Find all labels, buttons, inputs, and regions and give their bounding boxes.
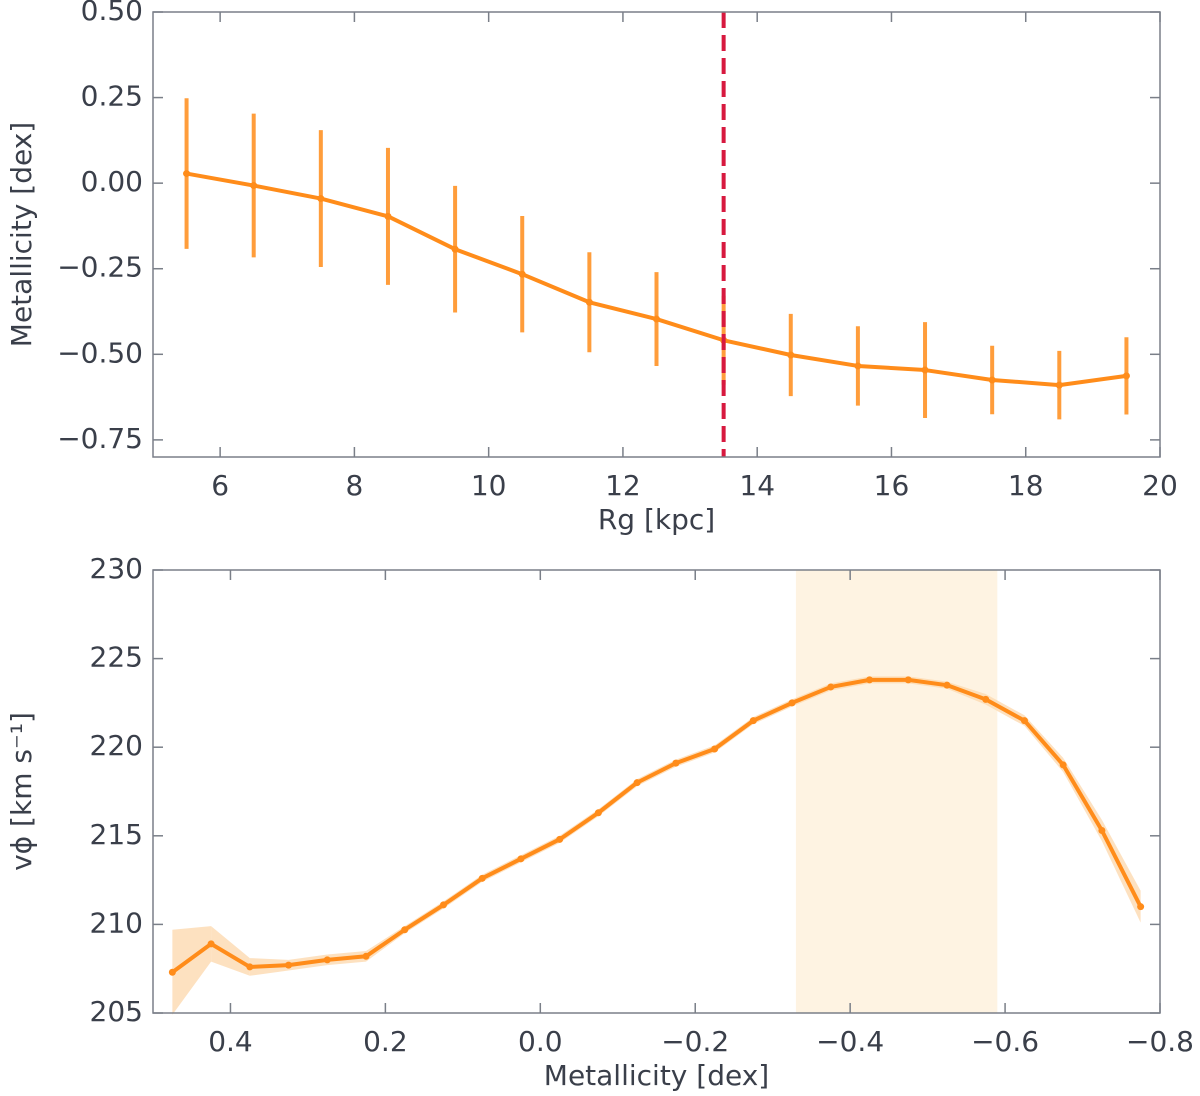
data-point xyxy=(866,676,874,684)
x-tick-label: 8 xyxy=(345,469,363,502)
y-tick-label: 205 xyxy=(90,995,143,1028)
y-tick-label: 230 xyxy=(90,552,143,585)
data-point xyxy=(921,366,929,374)
error-band xyxy=(172,926,212,1015)
data-point xyxy=(988,376,996,384)
data-point xyxy=(854,362,862,370)
data-point xyxy=(207,940,215,948)
data-point xyxy=(384,212,392,220)
data-point xyxy=(653,315,660,323)
data-point xyxy=(250,182,258,190)
x-axis-label: Metallicity [dex] xyxy=(544,1059,769,1092)
data-point xyxy=(1059,761,1067,769)
y-tick-label: 0.25 xyxy=(81,80,143,113)
data-point xyxy=(672,759,680,767)
data-point xyxy=(633,779,641,787)
y-axis-label: Metallicity [dex] xyxy=(5,122,38,347)
x-tick-label: 10 xyxy=(471,469,507,502)
data-point xyxy=(1055,381,1063,389)
data-point xyxy=(827,683,835,691)
data-point xyxy=(982,695,990,703)
y-tick-label: 0.50 xyxy=(81,0,143,27)
x-axis-label: Rg [kpc] xyxy=(598,503,715,536)
x-tick-label: 14 xyxy=(739,469,775,502)
x-tick-label: 0.4 xyxy=(208,1025,253,1058)
x-tick-label: 12 xyxy=(605,469,641,502)
data-point xyxy=(517,855,525,863)
data-point xyxy=(518,270,526,278)
data-point xyxy=(451,245,459,253)
x-tick-label: 18 xyxy=(1008,469,1044,502)
data-line xyxy=(171,677,1143,974)
data-point xyxy=(478,874,486,882)
x-tick-label: −0.8 xyxy=(1126,1025,1194,1058)
x-tick-label: 16 xyxy=(874,469,910,502)
data-point xyxy=(246,963,254,971)
y-tick-label: −0.75 xyxy=(57,422,143,455)
y-tick-label: 225 xyxy=(90,641,143,674)
y-tick-label: −0.25 xyxy=(57,251,143,284)
data-point xyxy=(585,298,593,306)
y-tick-label: 220 xyxy=(90,729,143,762)
data-point xyxy=(594,809,602,817)
y-axis-label: vϕ [km s⁻¹] xyxy=(5,712,38,871)
y-tick-label: 215 xyxy=(90,818,143,851)
data-point xyxy=(749,717,757,725)
y-tick-label: 210 xyxy=(90,906,143,939)
axes-frame xyxy=(152,11,1161,458)
axes-frame xyxy=(152,569,1161,1014)
x-tick-label: 0.2 xyxy=(363,1025,408,1058)
data-point xyxy=(439,901,447,909)
data-point xyxy=(1137,903,1145,911)
x-tick-label: 0.0 xyxy=(518,1025,563,1058)
data-point xyxy=(401,926,409,934)
data-point xyxy=(1098,826,1106,834)
highlight-span xyxy=(795,570,998,1013)
data-point xyxy=(168,968,176,976)
data-point xyxy=(317,195,325,203)
data-point xyxy=(787,351,795,359)
y-tick-label: −0.50 xyxy=(57,336,143,369)
data-point xyxy=(943,681,951,689)
data-point xyxy=(1020,717,1028,725)
x-tick-label: 20 xyxy=(1142,469,1178,502)
data-point xyxy=(904,676,912,684)
data-point xyxy=(1122,372,1130,380)
x-tick-label: −0.2 xyxy=(661,1025,729,1058)
y-tick-label: 0.00 xyxy=(81,165,143,198)
x-tick-label: −0.6 xyxy=(971,1025,1039,1058)
x-tick-label: −0.4 xyxy=(816,1025,884,1058)
error-band xyxy=(211,926,250,976)
data-point xyxy=(183,170,191,178)
data-point xyxy=(323,956,331,964)
data-point xyxy=(788,699,796,707)
data-point xyxy=(362,952,370,960)
x-tick-label: 6 xyxy=(211,469,229,502)
data-point xyxy=(556,835,564,843)
data-point xyxy=(285,961,293,969)
data-point xyxy=(711,745,719,753)
